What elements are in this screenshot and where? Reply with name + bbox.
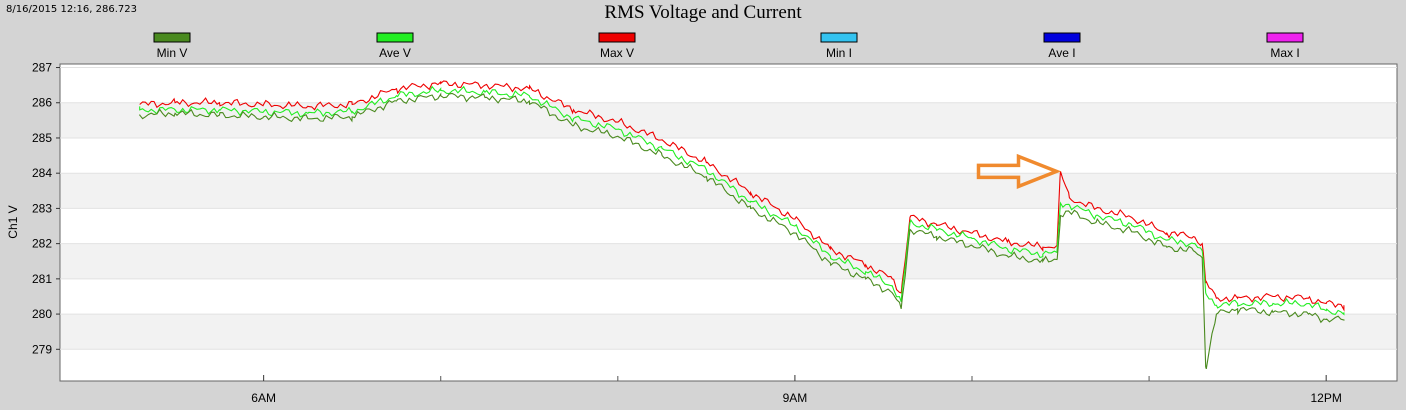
x-tick-label: 12PM [1310,391,1341,405]
y-tick-label: 281 [32,272,52,286]
series-lines [139,80,1345,370]
legend: Min V Ave V Max V Min I Ave I Max I [153,32,1304,60]
x-tick-label: 9AM [783,391,808,405]
legend-swatch-1[interactable] [376,32,414,43]
legend-swatch-2[interactable] [598,32,636,43]
orange-arrow-icon [976,153,1062,189]
legend-label-3: Min I [826,46,852,60]
y-tick-label: 279 [32,342,52,356]
legend-swatch-3[interactable] [820,32,858,43]
legend-label-2: Max V [600,46,634,60]
grid-band [61,102,1396,138]
legend-label-4: Ave I [1048,46,1075,60]
y-tick-label: 285 [32,131,52,145]
legend-swatch-0[interactable] [153,32,191,43]
legend-label-1: Ave V [379,46,411,60]
y-tick-label: 284 [32,166,52,180]
legend-label-5: Max I [1270,46,1299,60]
axes: 279 280 281 282 283 284 285 286 287 6AM 9AM 12PM [32,61,1342,405]
series-line-ave-v [139,85,1345,316]
x-tick-label: 6AM [251,391,276,405]
y-tick-label: 283 [32,201,52,215]
series-line-min-v [139,92,1345,370]
legend-swatch-5[interactable] [1266,32,1304,43]
grid-band [61,314,1396,350]
series-line-max-v [139,80,1345,312]
grid-band [61,243,1396,279]
chart-title: RMS Voltage and Current [604,2,802,23]
annotation [976,153,1062,189]
y-tick-label: 287 [32,61,52,75]
y-tick-label: 286 [32,96,52,110]
legend-label-0: Min V [157,46,188,60]
cursor-readout: 8/16/2015 12:16, 286.723 [6,4,137,15]
legend-swatch-4[interactable] [1043,32,1081,43]
y-axis-label: Ch1 V [6,205,20,238]
y-tick-label: 282 [32,237,52,251]
y-tick-label: 280 [32,307,52,321]
